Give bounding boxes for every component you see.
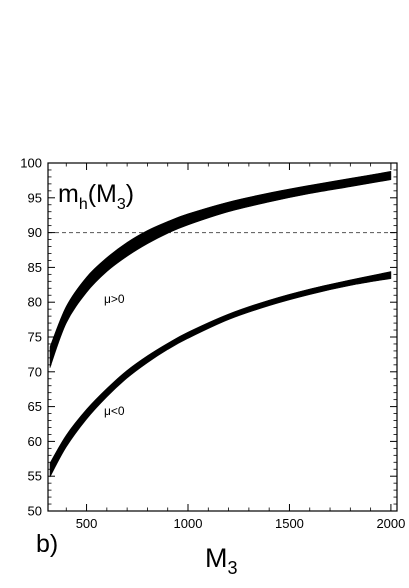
y-tick-label: 55 (28, 469, 42, 484)
inset-label-sub-h: h (79, 196, 88, 213)
y-tick-label: 50 (28, 504, 42, 519)
inset-label: mh(M3) (58, 180, 134, 213)
x-axis-title-sub: 3 (228, 558, 238, 578)
axis-layer (47, 162, 398, 512)
x-tick-label: 1000 (174, 516, 203, 531)
inset-label-open: (M (88, 180, 117, 208)
panel-label: b) (36, 530, 58, 558)
y-tick-label: 80 (28, 295, 42, 310)
x-axis-title: M3 (205, 543, 238, 578)
y-tick-label: 85 (28, 260, 42, 275)
plot-frame (47, 162, 398, 512)
annotation-mu-positive: μ>0 (104, 292, 125, 306)
x-tick-label: 1500 (275, 516, 304, 531)
x-axis-title-main: M (205, 543, 228, 573)
y-tick-label: 70 (28, 364, 42, 379)
series-layer (49, 171, 392, 478)
annotation-mu-negative: μ<0 (104, 404, 125, 418)
y-tick-label: 100 (20, 156, 42, 171)
y-tick-label: 60 (28, 434, 42, 449)
inset-label-close: ) (126, 180, 134, 208)
y-tick-label: 90 (28, 225, 42, 240)
inset-label-sub-3: 3 (117, 196, 126, 213)
y-tick-label: 95 (28, 190, 42, 205)
y-tick-label: 65 (28, 399, 42, 414)
inset-label-main: m (58, 180, 79, 208)
x-tick-label: 2000 (376, 516, 405, 531)
series-band-mu-positive (49, 171, 392, 368)
x-tick-label: 500 (76, 516, 98, 531)
series-band-mu-negative (49, 271, 392, 478)
y-tick-label: 75 (28, 330, 42, 345)
